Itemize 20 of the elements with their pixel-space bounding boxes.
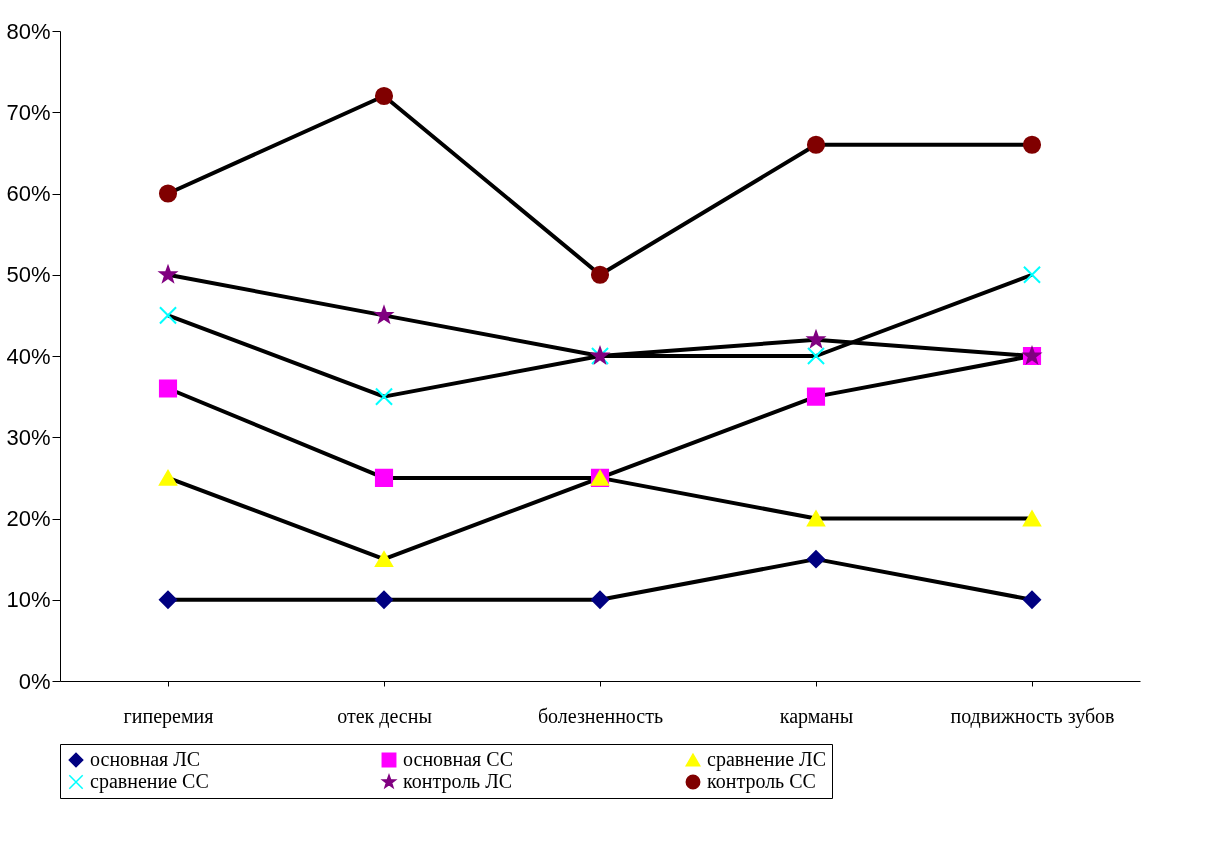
y-tick-label: 40% bbox=[6, 343, 51, 369]
y-tick-label: 20% bbox=[6, 506, 51, 531]
legend-label: сравнение СС bbox=[90, 770, 209, 793]
legend-label: контроль СС bbox=[707, 770, 816, 793]
y-tick-label: 0% bbox=[18, 668, 51, 694]
y-tick-label: 70% bbox=[6, 99, 51, 125]
x-tick-label: гиперемия bbox=[123, 704, 214, 728]
x-tick-label: болезненность bbox=[537, 704, 664, 727]
y-tick-label: 50% bbox=[6, 262, 51, 288]
x-tick-label: отек десны bbox=[337, 704, 432, 728]
y-tick-label: 30% bbox=[6, 424, 51, 450]
x-tick-label: подвижность зубов bbox=[950, 704, 1115, 728]
legend-label: сравнение ЛС bbox=[707, 748, 826, 771]
y-tick-label: 10% bbox=[6, 587, 51, 613]
x-tick-label: карманы bbox=[779, 704, 854, 728]
legend-label: основная СС bbox=[403, 748, 513, 770]
y-tick-label: 80% bbox=[6, 18, 51, 44]
y-tick-label: 60% bbox=[6, 181, 51, 206]
legend-label: основная ЛС bbox=[90, 748, 201, 770]
legend-label: контроль ЛС bbox=[403, 770, 513, 793]
